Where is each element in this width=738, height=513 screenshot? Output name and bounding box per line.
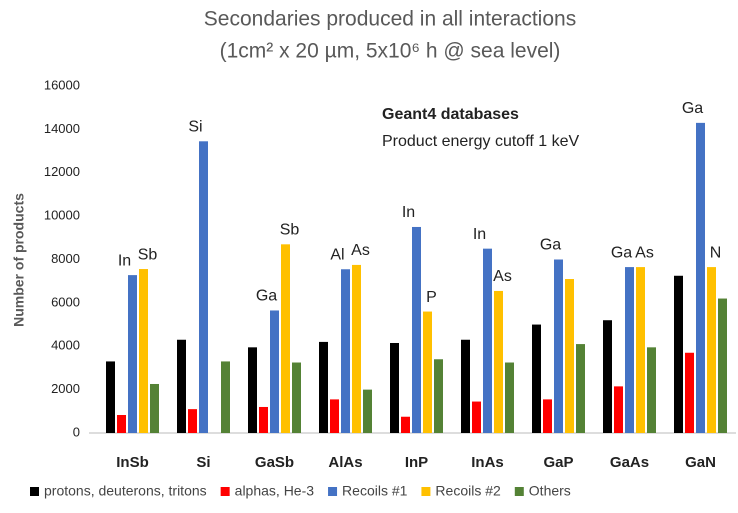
y-tick-label: 14000	[44, 121, 80, 136]
y-tick-label: 6000	[51, 294, 80, 309]
y-tick-label: 8000	[51, 251, 80, 266]
bar-label: Sb	[280, 222, 300, 239]
x-tick-label: GaN	[685, 454, 716, 471]
x-tick-label: InAs	[471, 454, 504, 471]
bar	[472, 401, 481, 433]
bar-label: In	[473, 226, 486, 243]
bar	[483, 248, 492, 433]
bar	[401, 416, 410, 433]
bar	[363, 389, 372, 433]
chart-title: Secondaries produced in all interactions	[204, 8, 576, 31]
legend-label: Recoils #2	[435, 483, 501, 499]
legend-swatch	[421, 487, 431, 496]
y-tick-label: 0	[73, 424, 80, 439]
bar	[603, 320, 612, 433]
bar	[707, 267, 716, 433]
legend-label: Others	[529, 483, 571, 499]
bar	[199, 141, 208, 433]
legend-swatch	[30, 487, 39, 496]
bar	[718, 298, 727, 433]
bar	[188, 409, 197, 433]
legend-label: Recoils #1	[342, 483, 408, 499]
legend-label: alphas, He-3	[235, 483, 315, 499]
bar	[647, 347, 656, 433]
bar	[494, 290, 503, 433]
bar	[625, 267, 634, 433]
legend-swatch	[220, 487, 230, 496]
bar	[674, 275, 683, 433]
bar	[139, 269, 148, 433]
bar	[532, 324, 541, 433]
x-tick-label: GaSb	[255, 454, 294, 471]
bar	[576, 344, 585, 433]
bar	[177, 339, 186, 433]
bar	[292, 362, 301, 433]
bar-label: As	[635, 244, 654, 261]
y-tick-label: 16000	[44, 77, 80, 92]
bar-label: Si	[188, 119, 202, 136]
y-tick-label: 4000	[51, 338, 80, 353]
bar-label: Ga	[540, 237, 561, 254]
bar	[554, 259, 563, 433]
bar	[150, 383, 159, 433]
bar	[319, 341, 328, 433]
bar	[221, 361, 230, 433]
bar-label: In	[118, 252, 131, 269]
bar-label: Ga	[611, 244, 632, 261]
bar	[128, 275, 137, 433]
legend-swatch	[328, 487, 338, 496]
bar	[543, 399, 552, 433]
legend-label: protons, deuterons, tritons	[44, 483, 207, 499]
bar-label: As	[493, 268, 512, 285]
bar	[390, 342, 399, 433]
bar-label: As	[351, 242, 370, 259]
bar	[281, 244, 290, 433]
bar	[412, 226, 421, 433]
annotation: Product energy cutoff 1 keV	[382, 133, 579, 150]
bar-label: In	[402, 204, 415, 221]
bar	[341, 269, 350, 433]
x-tick-label: GaAs	[610, 454, 649, 471]
x-tick-label: InP	[405, 454, 428, 471]
bar	[270, 310, 279, 433]
bar-label: Ga	[682, 100, 703, 117]
bar-label: Sb	[138, 246, 158, 263]
annotation: Geant4 databases	[382, 106, 519, 123]
bar-label: Al	[330, 246, 344, 263]
x-tick-label: GaP	[543, 454, 573, 471]
bar	[565, 279, 574, 433]
bar	[248, 347, 257, 433]
bar-label: N	[710, 244, 722, 261]
x-tick-label: Si	[196, 454, 210, 471]
x-tick-label: InSb	[116, 454, 149, 471]
bar	[117, 414, 126, 433]
bar	[696, 122, 705, 434]
bar-label: Ga	[256, 288, 277, 305]
bar	[434, 359, 443, 433]
bar-label: P	[426, 289, 437, 306]
bar	[330, 399, 339, 433]
bar	[636, 267, 645, 433]
y-tick-label: 12000	[44, 164, 80, 179]
legend-swatch	[514, 487, 524, 496]
bar	[352, 264, 361, 433]
bar	[505, 362, 514, 433]
x-tick-label: AlAs	[328, 454, 362, 471]
y-tick-label: 2000	[51, 381, 80, 396]
chart-subtitle: (1cm² x 20 µm, 5x10⁶ h @ sea level)	[220, 40, 561, 63]
bar	[614, 386, 623, 433]
bar	[106, 361, 115, 433]
y-axis-label: Number of products	[11, 193, 27, 327]
bar	[461, 339, 470, 433]
bar	[259, 406, 268, 433]
bar	[423, 311, 432, 433]
bar	[685, 352, 694, 433]
y-tick-label: 10000	[44, 208, 80, 223]
